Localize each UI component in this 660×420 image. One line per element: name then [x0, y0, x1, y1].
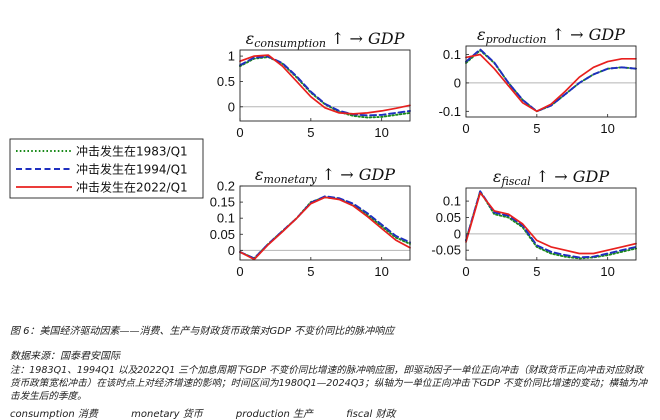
figure-caption: 图 6：美国经济驱动因素——消费、生产与财政货币政策对GDP 不变价同比的脉冲响… — [10, 322, 652, 420]
gloss-production: production 生产 — [235, 409, 314, 420]
title-epsilon: ε — [255, 165, 264, 184]
y-tick-label: 0.1 — [443, 194, 461, 209]
panel-title-production: εproduction ↑ → GDP — [477, 25, 625, 46]
y-tick-label: 0.1 — [443, 47, 461, 62]
series-line-solid — [465, 192, 637, 255]
legend-label: 冲击发生在1983/Q1 — [76, 144, 188, 159]
title-tail: ↑ → GDP — [531, 167, 610, 186]
x-tick-label: 5 — [533, 121, 540, 136]
x-tick-label: 10 — [374, 264, 388, 279]
x-tick-label: 0 — [236, 125, 243, 140]
y-tick-label: 0.05 — [436, 210, 461, 225]
gloss-monetary: monetary 货币 — [131, 409, 203, 420]
y-tick-label: 0.05 — [210, 227, 235, 242]
x-tick-label: 0 — [462, 121, 469, 136]
gloss-consumption: consumption 消费 — [10, 409, 98, 420]
series-line-dashed — [465, 48, 637, 113]
legend-box — [9, 138, 204, 199]
y-tick-label: -0.1 — [439, 104, 461, 119]
y-tick-label: 0.1 — [217, 211, 235, 226]
x-tick-label: 5 — [533, 264, 540, 279]
title-tail: ↑ → GDP — [317, 165, 396, 184]
y-tick-label: -0.05 — [431, 243, 461, 258]
series-line-solid — [239, 54, 411, 115]
panel-title-fiscal: εfiscal ↑ → GDP — [493, 167, 609, 188]
legend: 冲击发生在1983/Q1 冲击发生在1994/Q1 冲击发生在2022/Q1 — [9, 138, 204, 199]
caption-glossary: consumption 消费 monetary 货币 production 生产… — [10, 405, 652, 420]
x-tick-label: 10 — [374, 125, 388, 140]
x-tick-label: 5 — [307, 264, 314, 279]
panel-consumption: εconsumption ↑ → GDP 0 5 10 0 0.5 1 — [217, 29, 411, 140]
panel-title-monetary: εmonetary ↑ → GDP — [255, 165, 395, 186]
title-epsilon: ε — [493, 167, 502, 186]
series-line-dotted — [239, 196, 411, 260]
series-line-dotted — [465, 190, 637, 260]
plot-frame — [465, 187, 637, 261]
caption-title: 图 6：美国经济驱动因素——消费、生产与财政货币政策对GDP 不变价同比的脉冲响… — [10, 326, 395, 337]
series-line-dashed — [465, 190, 637, 259]
x-tick-label: 0 — [236, 264, 243, 279]
panel-title-consumption: εconsumption ↑ → GDP — [246, 29, 405, 50]
legend-label: 冲击发生在1994/Q1 — [76, 162, 188, 177]
y-tick-label: 0 — [454, 75, 461, 90]
title-epsilon: ε — [246, 29, 255, 48]
title-tail: ↑ → GDP — [547, 25, 626, 44]
x-tick-label: 0 — [462, 264, 469, 279]
y-tick-label: 0 — [454, 226, 461, 241]
title-subscript: consumption — [254, 37, 326, 50]
title-subscript: production — [486, 33, 547, 46]
title-epsilon: ε — [477, 25, 486, 44]
y-tick-label: 0.2 — [217, 179, 235, 194]
y-tick-label: 0.5 — [217, 74, 235, 89]
title-subscript: monetary — [264, 173, 318, 186]
x-tick-label: 5 — [307, 125, 314, 140]
gloss-fiscal: fiscal 财政 — [346, 409, 396, 420]
title-subscript: fiscal — [500, 175, 531, 188]
y-tick-label: 0 — [228, 243, 235, 258]
title-tail: ↑ → GDP — [326, 29, 405, 48]
plot-frame — [465, 45, 637, 118]
y-tick-label: 0.15 — [210, 195, 235, 210]
x-tick-label: 10 — [600, 121, 614, 136]
caption-source: 数据来源：国泰君安国际 — [10, 351, 120, 362]
y-tick-label: 1 — [228, 49, 235, 64]
plot-frame — [239, 49, 411, 122]
x-tick-label: 10 — [600, 264, 614, 279]
series-line-dashed — [239, 195, 411, 260]
series-line-solid — [239, 196, 411, 261]
legend-label: 冲击发生在2022/Q1 — [76, 180, 188, 195]
plot-frame — [239, 185, 411, 261]
y-tick-label: 0 — [228, 99, 235, 114]
caption-note: 注：1983Q1、1994Q1 以及2022Q1 三个加息周期下GDP 不变价同… — [10, 365, 648, 402]
series-line-solid — [465, 53, 637, 113]
series-line-dashed — [239, 55, 411, 117]
